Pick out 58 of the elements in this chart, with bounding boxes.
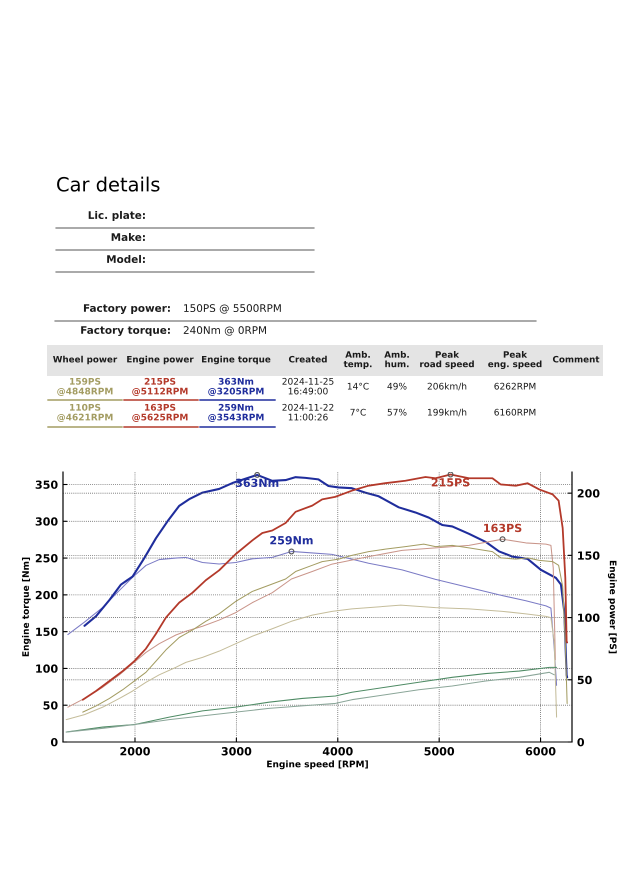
text: Engine torque <box>202 356 270 364</box>
text: 159PS @4848RPM <box>57 378 113 396</box>
y2-tick-label: 50 <box>578 676 592 684</box>
y-tick-label: 100 <box>36 664 58 673</box>
text: Factory power: <box>84 304 170 314</box>
y-tick-label: 250 <box>36 554 58 562</box>
text: Peak eng. speed <box>488 351 542 369</box>
text: 7°C <box>350 408 366 416</box>
text: 150PS @ 5500RPM <box>184 304 281 314</box>
y-tick-label: 300 <box>36 517 58 526</box>
x-tick-label: 3000 <box>222 747 252 756</box>
x-tick-label: 4000 <box>322 747 353 756</box>
text: 110PS @4621RPM <box>57 404 113 422</box>
text: Amb. hum. <box>384 351 409 368</box>
y-tick-label: 50 <box>44 701 58 710</box>
text: Engine power <box>127 356 194 364</box>
text: Amb. temp. <box>344 351 372 369</box>
text: Peak road speed <box>420 351 474 369</box>
text: Comment <box>552 356 600 363</box>
text: Created <box>288 356 327 363</box>
y-tick-label: 200 <box>36 590 58 600</box>
y-tick-label: 350 <box>36 480 58 489</box>
text: 363Nm @3205RPM <box>208 378 264 396</box>
text: 199km/h <box>428 408 466 416</box>
y2-tick-label: 150 <box>578 551 600 560</box>
text: 240Nm @ 0RPM <box>184 326 266 336</box>
text: 6160RPM <box>494 408 536 416</box>
line-series <box>66 604 558 720</box>
text: 2024-11-25 16:49:00 <box>282 378 334 395</box>
text: 49% <box>387 382 407 390</box>
y2-tick-label: 200 <box>578 489 600 498</box>
text: 163PS @5625RPM <box>132 404 188 422</box>
x-tick-label: 5000 <box>424 747 454 756</box>
text: Make: <box>112 232 145 242</box>
data-label: 163PS <box>484 524 522 532</box>
text: 57% <box>388 408 407 416</box>
text: 14°C <box>348 382 369 390</box>
text: 259Nm @3543RPM <box>208 404 264 422</box>
text: Lic. plate: <box>88 210 145 222</box>
x-tick-label: 6000 <box>526 747 556 756</box>
text: 215PS @5112RPM <box>132 378 188 396</box>
chart-title: Car details <box>57 176 160 192</box>
data-label: 259Nm <box>270 536 313 544</box>
text: Model: <box>107 254 145 264</box>
text: 206km/h <box>428 382 466 390</box>
y-axis-title: Engine torque [Nm] <box>22 558 31 656</box>
text: 2024-11-22 11:00:26 <box>282 404 334 421</box>
y2-tick-label: 100 <box>578 614 600 622</box>
text: Wheel power <box>53 356 118 364</box>
y2-axis-title: Engine power [PS] <box>608 560 617 654</box>
y2-tick-label: 0 <box>577 738 584 746</box>
x-tick-label: 2000 <box>120 747 150 756</box>
y-tick-label: 150 <box>36 628 58 636</box>
text: 6262RPM <box>494 382 536 390</box>
data-label: 215PS <box>432 478 470 487</box>
y-tick-label: 0 <box>50 738 58 746</box>
x-axis-title: Engine speed [RPM] <box>267 760 368 770</box>
text: Factory torque: <box>81 326 170 336</box>
